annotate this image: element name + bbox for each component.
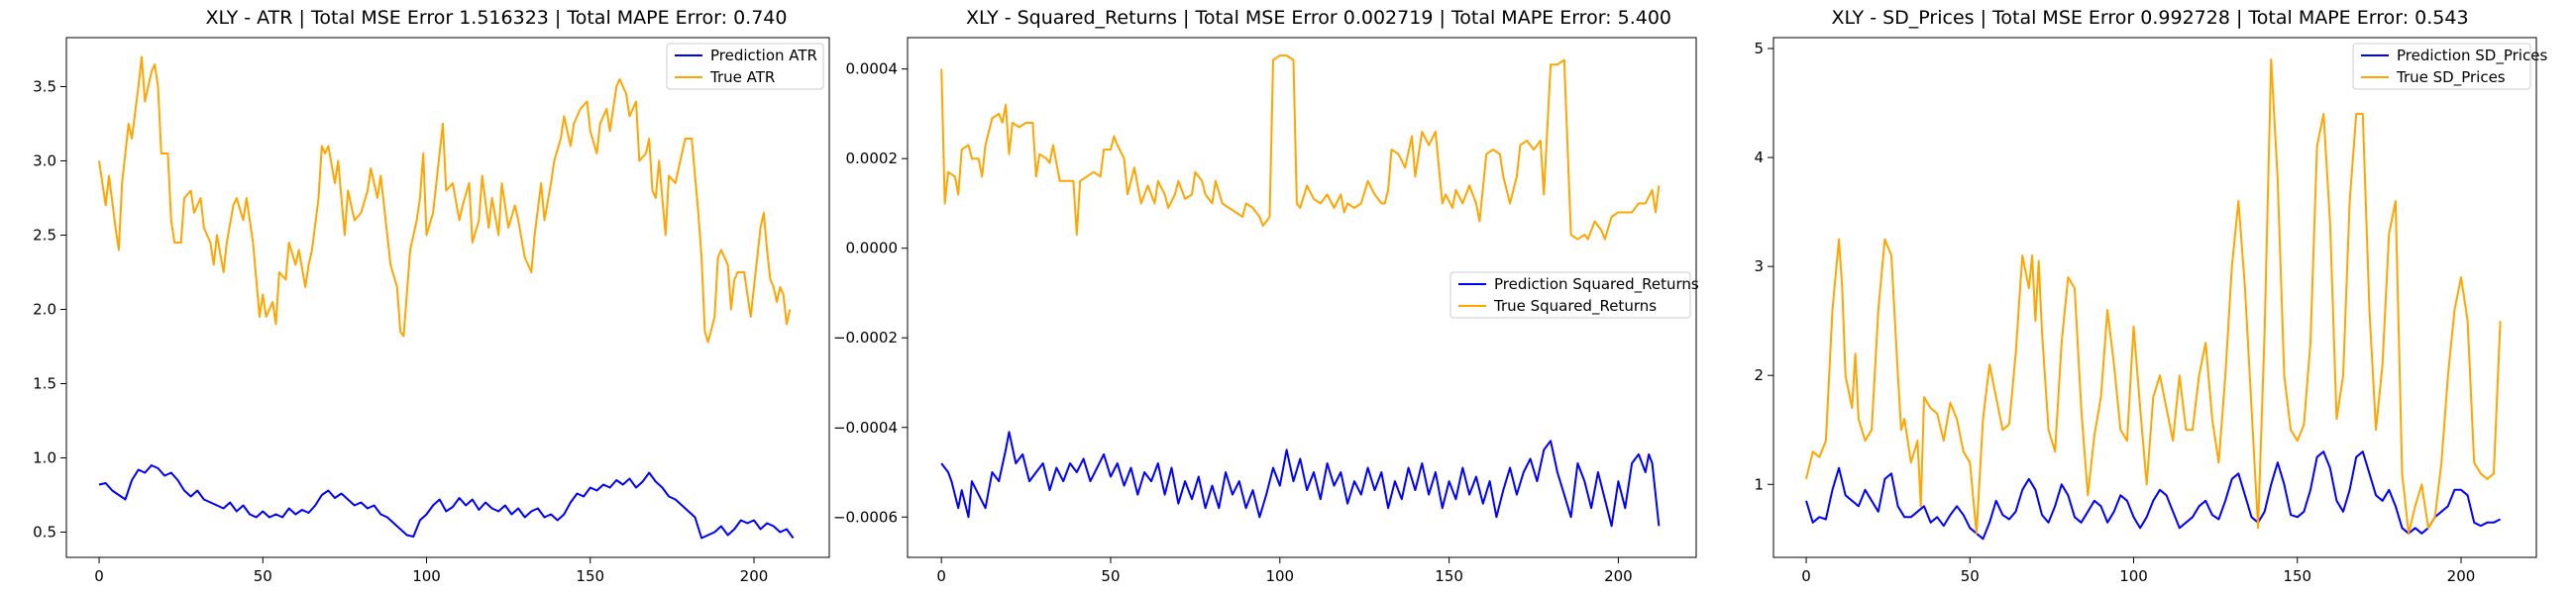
- x-axis: 0 50 100 150 200: [94, 557, 768, 585]
- series-layer: [98, 55, 795, 540]
- x-tick-label: 0: [94, 567, 104, 585]
- y-tick-label: 2.5: [33, 227, 56, 245]
- legend-label-prediction: Prediction SD_Prices: [2397, 47, 2547, 65]
- series-layer: [940, 54, 1661, 528]
- x-tick-label: 100: [412, 567, 441, 585]
- x-axis: 0 50 100 150 200: [1801, 557, 2475, 585]
- legend: Prediction Squared_Returns True Squared_…: [1449, 271, 1699, 319]
- x-tick-label: 50: [1961, 567, 1980, 585]
- x-tick-label: 200: [1604, 567, 1633, 585]
- y-tick-label: 0.0004: [846, 60, 899, 78]
- legend-label-true: True ATR: [709, 68, 775, 86]
- series-line-true: [1805, 58, 2502, 535]
- y-tick-label: 0.0002: [846, 149, 899, 167]
- panel-squared-returns: XLY - Squared_Returns | Total MSE Error …: [833, 7, 1699, 585]
- y-tick-label: 3.5: [33, 78, 56, 96]
- x-tick-label: 0: [936, 567, 946, 585]
- y-axis: 0.5 1.0 1.5 2.0 2.5 3.0 3.5: [33, 78, 66, 542]
- chart-title: XLY - Squared_Returns | Total MSE Error …: [966, 7, 1671, 29]
- y-axis: −0.0006 −0.0004 −0.0002 0.0000 0.0002 0.0004: [833, 60, 908, 526]
- series-line-prediction: [1805, 450, 2502, 541]
- y-tick-label: −0.0002: [833, 329, 898, 346]
- legend-box: [1449, 271, 1691, 319]
- legend-label-prediction: Prediction Squared_Returns: [1494, 275, 1699, 294]
- y-tick-label: 2.0: [33, 301, 56, 319]
- y-tick-label: 1: [1754, 475, 1764, 493]
- series-line-prediction: [98, 464, 795, 540]
- legend-label-true: True Squared_Returns: [1493, 297, 1657, 316]
- y-tick-label: 5: [1754, 40, 1764, 57]
- y-tick-label: 3.0: [33, 152, 56, 170]
- legend-label-prediction: Prediction ATR: [710, 47, 817, 64]
- y-tick-label: 1.0: [33, 449, 56, 467]
- chart-title: XLY - SD_Prices | Total MSE Error 0.9927…: [1831, 7, 2468, 29]
- y-axis: 1 2 3 4 5: [1754, 40, 1773, 493]
- x-tick-label: 0: [1801, 567, 1811, 585]
- x-tick-label: 100: [2119, 567, 2148, 585]
- x-tick-label: 200: [2447, 567, 2476, 585]
- panel-sd-prices: XLY - SD_Prices | Total MSE Error 0.9927…: [1754, 7, 2547, 585]
- x-tick-label: 50: [254, 567, 272, 585]
- y-tick-label: 3: [1754, 257, 1764, 275]
- y-tick-label: 0.0000: [846, 240, 899, 257]
- chart-title: XLY - ATR | Total MSE Error 1.516323 | T…: [206, 7, 788, 29]
- series-line-true: [940, 54, 1661, 241]
- legend-box: [2352, 43, 2531, 90]
- plot-area: [65, 37, 830, 558]
- y-tick-label: 0.5: [33, 524, 56, 542]
- y-tick-label: 2: [1754, 366, 1764, 384]
- legend: Prediction SD_Prices True SD_Prices: [2352, 43, 2547, 90]
- y-tick-label: −0.0004: [833, 419, 898, 437]
- legend-label-true: True SD_Prices: [2396, 68, 2506, 87]
- plot-area: [1772, 37, 2537, 558]
- x-tick-label: 150: [576, 567, 604, 585]
- x-tick-label: 150: [1435, 567, 1463, 585]
- y-tick-label: −0.0006: [833, 508, 898, 526]
- series-layer: [1805, 58, 2502, 541]
- panel-atr: XLY - ATR | Total MSE Error 1.516323 | T…: [33, 7, 830, 585]
- y-tick-label: 1.5: [33, 375, 56, 393]
- x-tick-label: 100: [1265, 567, 1294, 585]
- series-line-true: [98, 55, 792, 344]
- x-axis: 0 50 100 150 200: [936, 557, 1633, 585]
- legend-box: [666, 43, 824, 90]
- plot-area: [907, 37, 1697, 558]
- x-tick-label: 150: [2283, 567, 2311, 585]
- series-line-prediction: [940, 431, 1661, 528]
- legend: Prediction ATR True ATR: [666, 43, 824, 90]
- y-tick-label: 4: [1754, 148, 1764, 166]
- x-tick-label: 50: [1101, 567, 1120, 585]
- x-tick-label: 200: [740, 567, 769, 585]
